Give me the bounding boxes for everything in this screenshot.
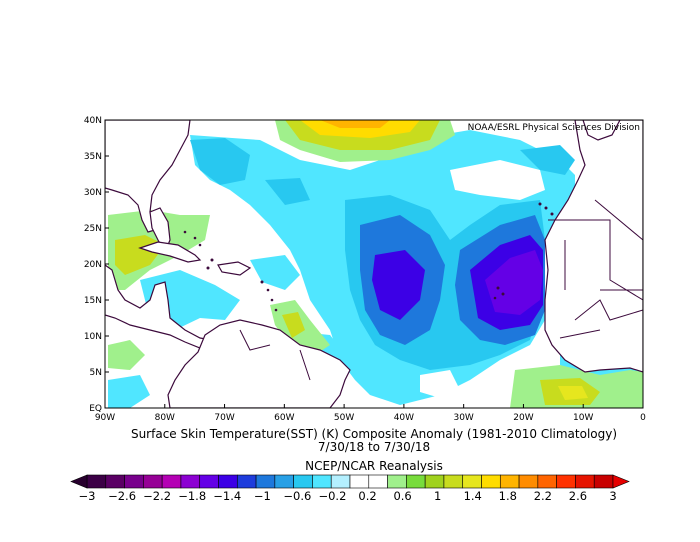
land-hispaniola [217,261,252,276]
land-south-america [167,319,351,408]
lat-tick-label: 5N [90,368,102,378]
colorbar-swatch [349,474,370,489]
colorbar-tick-label: −1.4 [213,489,241,503]
colorbar-swatch [218,474,238,489]
colorbar-tick-label: −3 [79,489,96,503]
colorbar-tick-label: 2.6 [569,489,587,503]
colorbar-swatch [199,474,219,489]
land-africa [544,120,643,373]
anomaly-warm-guinea-y2 [558,386,588,400]
land-cuba [138,241,202,263]
colorbar-tick-label: −0.6 [283,489,311,503]
lat-tick-label: 40N [84,116,102,126]
colorbar-swatch [368,474,388,489]
anomaly-near-zero-1 [450,160,545,200]
lat-tick-label: 20N [84,260,102,270]
lat-tick-label: EQ [89,404,102,414]
colorbar-tick-label: 3 [609,489,616,503]
colorbar-tick-label: 1 [434,489,441,503]
colorbar-tick-label: −1 [254,489,271,503]
lat-tick-label: 15N [84,296,102,306]
colorbar-labels: −3 −2.6 −2.2 −1.8 −1.4 −1 −0.6 −0.2 0.2 0.6 1 1.4 1.… [79,489,617,503]
colorbar-tick-label: 0.6 [393,489,411,503]
lat-tick-label: 35N [84,152,102,162]
anomaly-warm-pacific [108,340,145,370]
lon-tick-label: 0 [640,413,646,423]
colorbar-swatch [330,474,351,489]
anomaly-warm-north-red [320,120,390,128]
colorbar-swatch [236,474,257,489]
border-lines [239,199,643,381]
anomaly-dark-blue-1 [372,250,425,320]
anomaly-warm-north-orange [300,120,420,138]
colorbar-swatch [105,474,125,489]
reanalysis-label: NCEP/NCAR Reanalysis [305,459,443,473]
anomaly-mid-blue-2 [265,178,310,205]
anomaly-mid-blue-1 [190,138,250,185]
colorbar-swatch [312,474,332,489]
anomaly-purple-core [485,250,543,315]
colorbar-swatch [518,474,539,489]
colorbar-swatch [575,474,595,489]
latitude-axis: 40N 35N 30N 25N 20N 15N 10N 5N EQ [84,116,109,414]
colorbar-tick-label: 1.4 [464,489,482,503]
land-iberia [582,120,621,141]
colorbar-tick-label: −2.6 [108,489,136,503]
lon-tick-label: 10W [573,413,593,423]
map-area [105,120,643,408]
colorbar-swatch [593,474,614,489]
lon-tick-label: 80W [155,413,175,423]
anomaly-mid-blue-4 [520,145,575,175]
colorbar-swatch [556,474,576,489]
colorbar-under-arrow [70,474,88,489]
colorbar-swatch [255,474,276,489]
colorbar-swatch [537,474,557,489]
colorbar-tick-label: 2.2 [534,489,552,503]
colorbar-swatch [180,474,201,489]
credit-text: NOAA/ESRL Physical Sciences Division [468,123,640,133]
lon-tick-label: 90W [95,413,115,423]
figure-title: Surface Skin Temperature(SST) (K) Compos… [131,427,617,441]
lon-tick-label: 50W [334,413,354,423]
colorbar-over-arrow [612,474,630,489]
anomaly-near-zero-2 [420,370,460,398]
lon-tick-label: 30W [453,413,473,423]
colorbar-tick-label: 0.2 [358,489,376,503]
colorbar-swatch [293,474,313,489]
lon-tick-label: 20W [513,413,533,423]
colorbar-swatch [161,474,182,489]
land-mexico-central-america [105,264,221,351]
anomaly-warm-caribbean-yellow [282,312,305,338]
anomaly-light-blue-4 [108,375,150,408]
lon-tick-label: 60W [274,413,294,423]
colorbar-swatch [443,474,464,489]
lon-tick-label: 40W [394,413,414,423]
lat-tick-label: 10N [84,332,102,342]
colorbar-swatch [462,474,482,489]
colorbar-swatch [481,474,501,489]
colorbar-tick-label: −1.8 [178,489,206,503]
colorbar-swatch [387,474,407,489]
colorbar-swatch [124,474,144,489]
colorbar-swatch [499,474,520,489]
island-dots [183,202,554,312]
date-range: 7/30/18 to 7/30/18 [318,440,430,454]
lat-tick-label: 30N [84,188,102,198]
lon-tick-label: 70W [214,413,234,423]
colorbar-swatch [143,474,163,489]
colorbar-tick-label: −2.2 [143,489,171,503]
lat-tick-label: 25N [84,224,102,234]
colorbar-swatch [86,474,107,489]
longitude-axis: 90W 80W 70W 60W 50W 40W 30W 20W 10W 0 [95,404,646,423]
colorbar-swatch [424,474,445,489]
colorbar-swatch [274,474,294,489]
colorbar-tick-label: 1.8 [499,489,517,503]
colorbar [70,474,630,489]
colorbar-tick-label: −0.2 [318,489,346,503]
colorbar-swatch [406,474,426,489]
